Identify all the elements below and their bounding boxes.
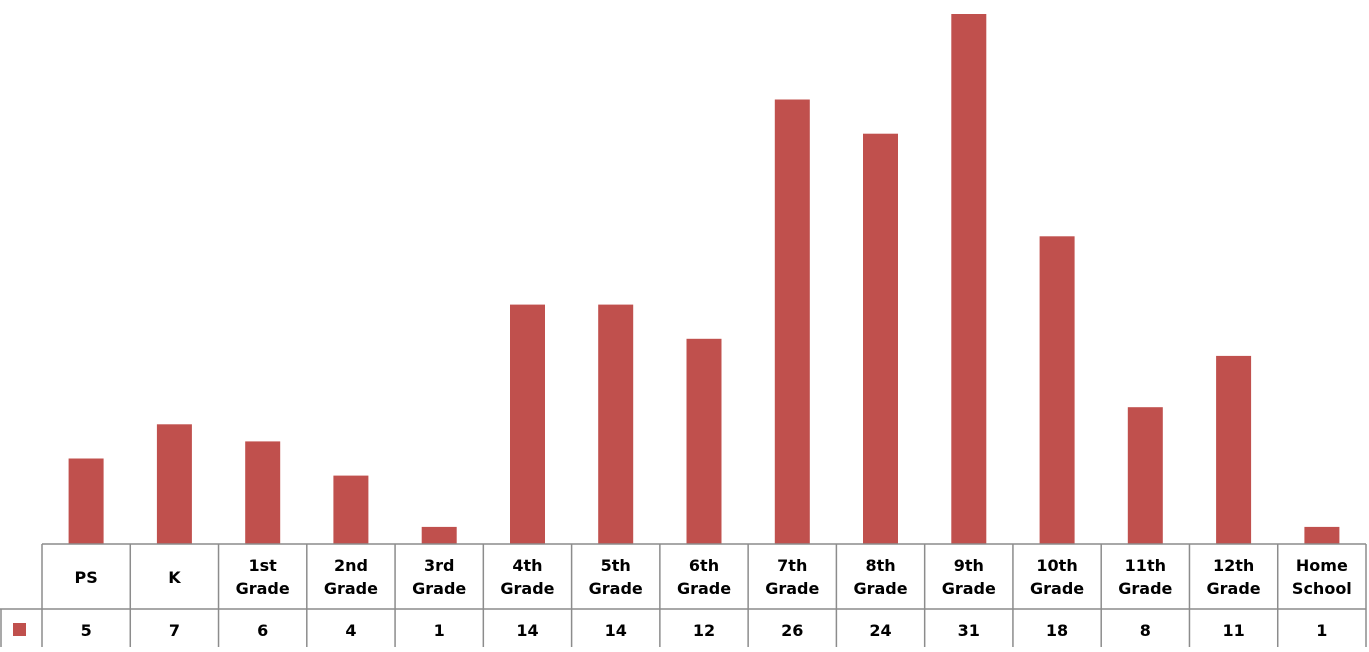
category-label: 2nd — [334, 556, 368, 575]
bar — [1304, 526, 1340, 544]
category-label: 1st — [249, 556, 278, 575]
bar — [951, 14, 987, 544]
category-label: Home — [1296, 556, 1348, 575]
value-label: 14 — [516, 621, 538, 640]
bar — [245, 441, 281, 544]
value-label: 18 — [1046, 621, 1068, 640]
value-label: 1 — [1316, 621, 1327, 640]
bar — [686, 338, 722, 544]
category-label: Grade — [324, 579, 378, 598]
value-label: 1 — [434, 621, 445, 640]
category-label: 10th — [1036, 556, 1077, 575]
bar — [421, 526, 457, 544]
category-label: 7th — [777, 556, 807, 575]
bar — [68, 458, 104, 544]
category-label: 8th — [865, 556, 895, 575]
category-label: 3rd — [424, 556, 454, 575]
category-label: 5th — [601, 556, 631, 575]
value-label: 5 — [81, 621, 92, 640]
bar — [863, 133, 898, 544]
value-label: 26 — [781, 621, 803, 640]
value-label: 4 — [345, 621, 356, 640]
data-table-text: PS 5 K 7 1st Grade 6 2nd Grade 4 3rd Grade 1 4th Grade… — [13, 556, 1352, 640]
category-label: 12th — [1213, 556, 1254, 575]
category-label: Grade — [1030, 579, 1084, 598]
bar — [1127, 407, 1163, 544]
category-label: Grade — [765, 579, 819, 598]
category-label: Grade — [942, 579, 996, 598]
value-label: 8 — [1140, 621, 1151, 640]
value-label: 24 — [869, 621, 891, 640]
category-label: 11th — [1125, 556, 1166, 575]
category-label: K — [168, 568, 181, 587]
value-label: 31 — [958, 621, 980, 640]
category-label: Grade — [677, 579, 731, 598]
category-label: Grade — [853, 579, 907, 598]
legend-key — [13, 623, 26, 636]
bar — [598, 304, 634, 544]
category-label: Grade — [412, 579, 466, 598]
value-label: 14 — [605, 621, 627, 640]
category-label: 4th — [512, 556, 542, 575]
category-label: Grade — [589, 579, 643, 598]
category-label: Grade — [236, 579, 290, 598]
bar — [333, 475, 369, 544]
value-label: 7 — [169, 621, 180, 640]
category-label: 6th — [689, 556, 719, 575]
bar — [156, 424, 192, 544]
category-label: PS — [75, 568, 98, 587]
category-label: Grade — [1118, 579, 1172, 598]
bars-layer — [68, 14, 1340, 545]
category-label: Grade — [500, 579, 554, 598]
value-label: 11 — [1222, 621, 1244, 640]
data-table-grid — [0, 543, 1367, 647]
category-label: 9th — [954, 556, 984, 575]
bar — [774, 99, 810, 544]
bar — [1216, 355, 1252, 544]
bar — [510, 304, 545, 544]
value-label: 12 — [693, 621, 715, 640]
value-label: 6 — [257, 621, 268, 640]
bar — [1039, 236, 1075, 545]
category-label: Grade — [1207, 579, 1261, 598]
category-label: School — [1292, 579, 1352, 598]
